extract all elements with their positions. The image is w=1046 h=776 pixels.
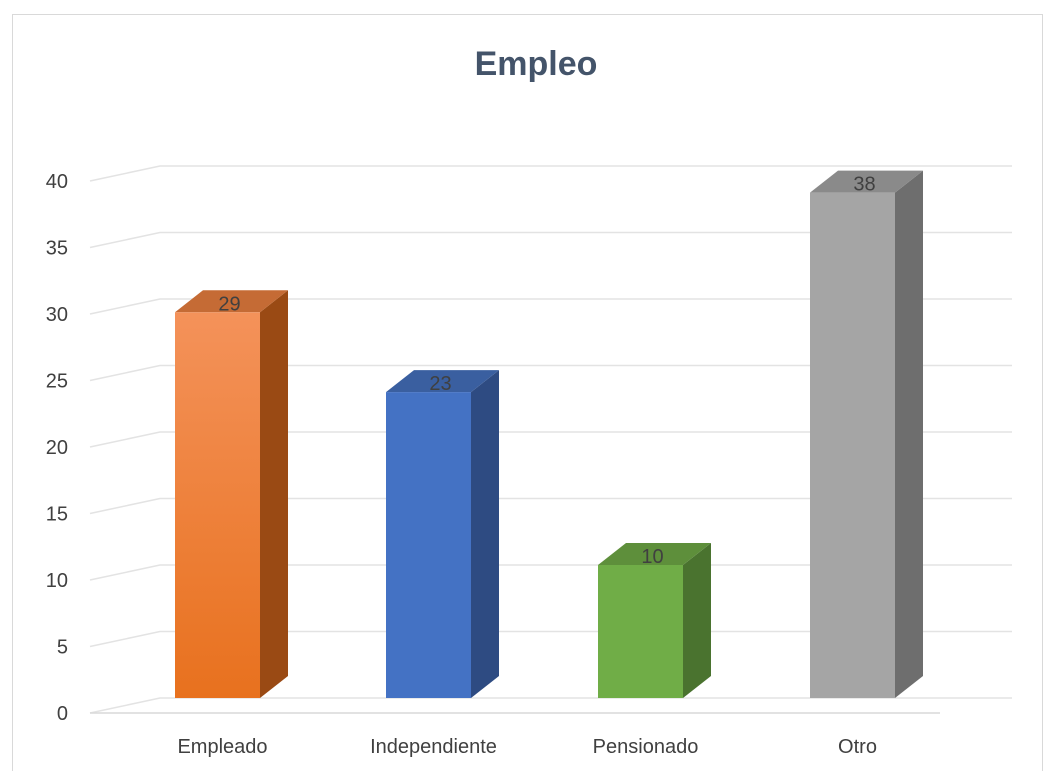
bar-side: [895, 170, 923, 699]
x-tick-label: Independiente: [370, 736, 497, 758]
gridline: [89, 431, 1012, 448]
chart-title: Empleo: [475, 45, 598, 83]
bar-empleado: [175, 290, 288, 698]
y-tick-label: 35: [46, 238, 68, 260]
bar-side: [260, 290, 288, 698]
bar-front: [386, 392, 471, 698]
data-label: 29: [218, 293, 240, 315]
data-labels: 29 23 10 38: [218, 174, 875, 568]
chart-border: [12, 14, 1043, 776]
y-tick-label: 5: [57, 637, 68, 659]
gridline: [89, 497, 1012, 515]
y-tick-label: 30: [46, 304, 68, 326]
y-tick-label: 25: [46, 371, 68, 393]
grid-layer: [89, 165, 1012, 714]
bars: [175, 170, 923, 699]
bar-front: [175, 312, 260, 698]
y-tick-label: 20: [46, 437, 68, 459]
gridline: [89, 564, 1012, 581]
bar-side: [683, 543, 711, 698]
gridline: [89, 165, 1012, 182]
x-tick-label: Pensionado: [593, 736, 699, 758]
data-label: 10: [641, 546, 663, 568]
y-tick-label: 40: [46, 171, 68, 193]
gridline: [89, 697, 1012, 714]
data-label: 23: [429, 373, 451, 395]
bar-top: [386, 370, 499, 393]
x-tick-label: Empleado: [177, 736, 267, 758]
gridline: [89, 630, 1012, 648]
gridline: [89, 364, 1012, 382]
data-label: 38: [853, 174, 875, 196]
gridline: [89, 298, 1012, 315]
y-tick-label: 15: [46, 504, 68, 526]
bar-front: [810, 192, 895, 698]
bar-top: [598, 543, 711, 565]
x-axis-ticks: Empleado Independiente Pensionado Otro: [177, 736, 876, 758]
bar-pensionado: [598, 543, 711, 698]
bar-top: [175, 290, 288, 313]
x-tick-label: Otro: [838, 736, 877, 758]
bar-front: [598, 565, 683, 698]
gridline: [89, 231, 1012, 249]
bar-otro: [810, 170, 923, 699]
y-axis-ticks: 0 5 10 15 20 25 30 35 40: [46, 171, 68, 725]
bar-independiente: [386, 370, 499, 698]
y-tick-label: 0: [57, 703, 68, 725]
bar-top: [810, 170, 923, 193]
bar-side: [471, 370, 499, 698]
y-tick-label: 10: [46, 570, 68, 592]
